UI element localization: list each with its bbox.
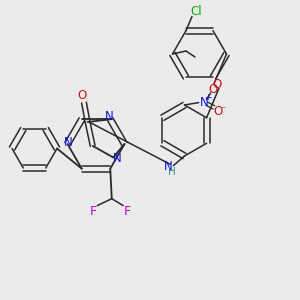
Text: N: N <box>164 160 172 173</box>
Text: N: N <box>113 152 122 165</box>
Text: +: + <box>204 93 212 102</box>
Text: O: O <box>208 83 217 96</box>
Text: H: H <box>168 167 176 177</box>
Text: N: N <box>104 110 113 123</box>
Text: O: O <box>214 105 223 118</box>
Text: N: N <box>64 136 73 149</box>
Text: Cl: Cl <box>190 5 202 18</box>
Text: ⁻: ⁻ <box>220 105 226 116</box>
Text: F: F <box>89 205 96 218</box>
Text: O: O <box>78 89 87 102</box>
Text: N: N <box>200 95 208 109</box>
Text: F: F <box>124 205 131 218</box>
Text: O: O <box>212 78 221 91</box>
